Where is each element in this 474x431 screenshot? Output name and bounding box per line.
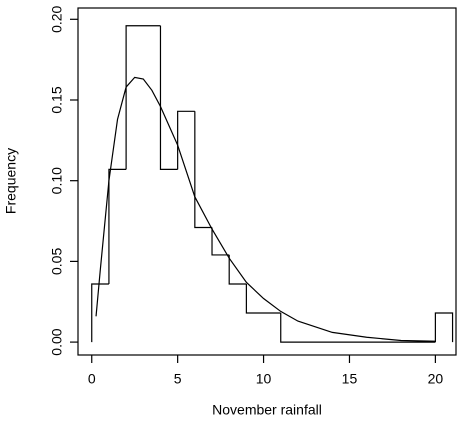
y-tick-label: 0.10: [49, 167, 65, 194]
x-tick-label: 10: [256, 371, 272, 387]
histogram-bar: [125, 25, 161, 170]
x-tick-label: 0: [88, 371, 96, 387]
y-tick-label: 0.20: [49, 5, 65, 32]
histogram-bar: [245, 283, 281, 314]
x-tick-label: 20: [428, 371, 444, 387]
density-curve: [95, 76, 436, 342]
histogram-bar: [211, 227, 230, 256]
x-axis-label: November rainfall: [212, 402, 322, 418]
histogram-bar: [228, 254, 247, 285]
histogram-bar: [280, 313, 436, 343]
histogram-bar: [194, 111, 213, 229]
histogram-bar: [91, 283, 109, 343]
histogram-bar: [108, 168, 127, 284]
histogram-bar: [177, 110, 195, 170]
x-tick-label: 15: [342, 371, 358, 387]
x-tick-label: 5: [174, 371, 182, 387]
y-tick-label: 0.00: [49, 328, 65, 355]
histogram-bar: [159, 25, 178, 170]
y-tick-label: 0.15: [49, 86, 65, 113]
y-tick-label: 0.05: [49, 248, 65, 275]
histogram-bar: [434, 312, 454, 343]
plot-box: [77, 7, 457, 356]
y-axis-label: Frequency: [3, 148, 19, 214]
